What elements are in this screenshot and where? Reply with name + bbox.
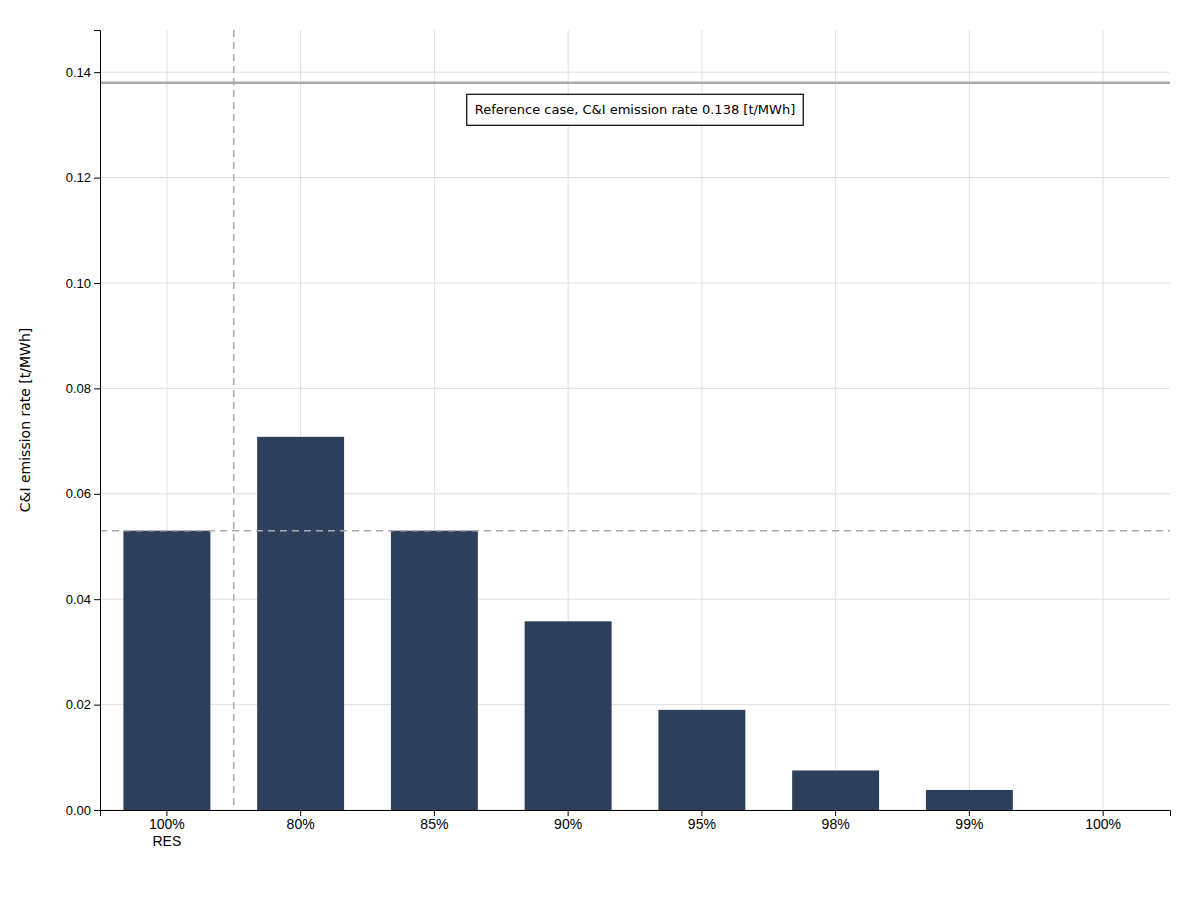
annotation-box: [467, 94, 804, 125]
tick-label: 99%: [955, 816, 983, 832]
tick: 0.08: [66, 381, 100, 396]
bar: [792, 770, 879, 810]
tick: 100%: [1085, 810, 1121, 832]
grid-line: [100, 388, 1170, 389]
bar: [525, 621, 612, 810]
tick-mark: [94, 705, 100, 706]
bar: [123, 531, 210, 810]
tick: 95%: [688, 810, 716, 832]
tick-mark: [94, 72, 100, 73]
tick: 0.12: [66, 170, 100, 185]
grid-line: [701, 30, 702, 810]
grid-line: [1103, 30, 1104, 810]
tick-mark: [94, 388, 100, 389]
tick-mark: [94, 494, 100, 495]
tick-label: 100%: [1085, 816, 1121, 832]
tick-label: 0.04: [66, 592, 91, 607]
tick-label: 0.08: [66, 381, 91, 396]
tick: 90%: [554, 810, 582, 832]
plot-area: 0.00 0.02 0.04 0.06 0.08 0.10 0.12 0.14 100%RES 8…: [66, 30, 1171, 849]
tick-mark: [94, 283, 100, 284]
grid-line: [969, 30, 970, 810]
tick-label: 90%: [554, 816, 582, 832]
separator-line: [233, 30, 235, 810]
tick-label: 98%: [822, 816, 850, 832]
grid-line: [100, 72, 1170, 73]
axis-line: [101, 811, 1171, 817]
tick-mark: [94, 178, 100, 179]
tick-label: 85%: [420, 816, 448, 832]
annotation-text: Reference case, C&I emission rate 0.138 …: [475, 102, 796, 117]
tick: 0.10: [66, 276, 100, 291]
grid-line: [100, 177, 1170, 178]
axis-line: [94, 31, 101, 811]
chart: 0.00 0.02 0.04 0.06 0.08 0.10 0.12 0.14 100%RES 8…: [0, 0, 1200, 900]
grid-line: [835, 30, 836, 810]
bar: [1060, 810, 1147, 811]
tick-label: 95%: [688, 816, 716, 832]
tick-mark: [94, 599, 100, 600]
y-axis: 0.00 0.02 0.04 0.06 0.08 0.10 0.12 0.14: [66, 31, 101, 818]
tick: 85%: [420, 810, 448, 832]
reference-line: [100, 81, 1170, 84]
tick-label: 0.00: [66, 803, 91, 818]
bar: [391, 531, 478, 810]
x-axis: 100%RES 80% 85% 90% 95% 98% 99% 100%: [101, 810, 1171, 849]
grid-line: [100, 282, 1170, 283]
y-axis-title: C&I emission rate [t/MWh]: [17, 328, 33, 513]
tick: 99%: [955, 810, 983, 832]
tick-label: 80%: [287, 816, 315, 832]
tick: 98%: [822, 810, 850, 832]
tick-label: 100%RES: [149, 816, 185, 849]
tick-label: 0.06: [66, 486, 91, 501]
reference-line: [100, 530, 1170, 532]
tick: 0.02: [66, 697, 100, 712]
bar: [658, 710, 745, 810]
tick-label: 0.02: [66, 697, 91, 712]
annotation: Reference case, C&I emission rate 0.138 …: [467, 94, 804, 125]
grid: [100, 30, 1170, 810]
tick: 0.04: [66, 592, 100, 607]
tick: 0.06: [66, 486, 100, 501]
tick-label: 0.12: [66, 170, 91, 185]
tick: 0.00: [66, 803, 100, 818]
tick: 80%: [287, 810, 315, 832]
bar: [926, 790, 1013, 810]
tick-label: 0.10: [66, 276, 91, 291]
tick: 0.14: [66, 65, 100, 80]
tick-label: 0.14: [66, 65, 91, 80]
tick-mark: [94, 810, 100, 811]
bar: [257, 437, 344, 810]
marks: [100, 30, 1170, 810]
tick: 100%RES: [149, 810, 185, 849]
